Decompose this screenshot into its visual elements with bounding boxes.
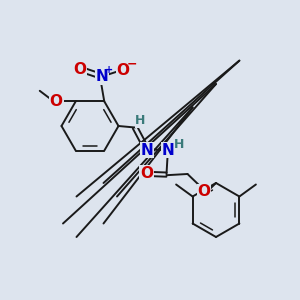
Text: O: O	[116, 63, 130, 78]
Text: N: N	[162, 142, 174, 158]
Text: +: +	[104, 65, 113, 75]
Text: O: O	[140, 166, 153, 181]
Text: O: O	[73, 62, 86, 77]
Text: O: O	[197, 184, 211, 200]
Text: N: N	[96, 69, 108, 84]
Text: −: −	[127, 57, 137, 70]
Text: H: H	[135, 114, 146, 128]
Text: H: H	[174, 138, 184, 151]
Text: N: N	[141, 142, 153, 158]
Text: O: O	[50, 94, 63, 109]
